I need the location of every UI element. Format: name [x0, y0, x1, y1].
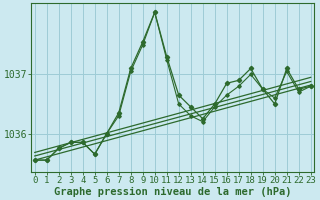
X-axis label: Graphe pression niveau de la mer (hPa): Graphe pression niveau de la mer (hPa): [54, 186, 292, 197]
